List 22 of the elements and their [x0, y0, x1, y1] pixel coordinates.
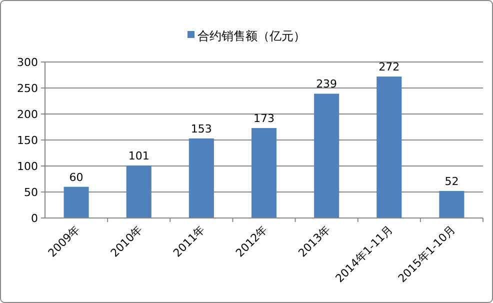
- data-label: 173: [254, 112, 274, 126]
- data-label: 239: [316, 78, 338, 91]
- data-label: 101: [128, 149, 150, 162]
- y-tick-label: 0: [31, 212, 38, 225]
- bar: [64, 186, 89, 218]
- bar: [314, 94, 340, 218]
- bar: [126, 165, 152, 218]
- data-label: 52: [444, 174, 459, 188]
- legend-label: 合约销售额（亿元）: [198, 29, 306, 43]
- y-tick-label: 150: [17, 134, 38, 147]
- y-tick-label: 250: [17, 82, 38, 95]
- y-tick-label: 300: [17, 56, 38, 69]
- data-label: 60: [69, 170, 84, 184]
- bar: [188, 138, 214, 218]
- y-tick-label: 200: [17, 108, 38, 121]
- data-label: 272: [378, 60, 400, 74]
- bar: [251, 128, 277, 218]
- y-tick-label: 100: [17, 160, 38, 173]
- y-tick-label: 50: [24, 186, 38, 199]
- bar: [439, 190, 464, 218]
- bar: [376, 76, 402, 218]
- data-label: 153: [190, 122, 212, 136]
